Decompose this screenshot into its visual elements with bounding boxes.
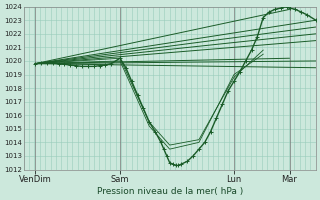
X-axis label: Pression niveau de la mer( hPa ): Pression niveau de la mer( hPa ) bbox=[97, 187, 243, 196]
